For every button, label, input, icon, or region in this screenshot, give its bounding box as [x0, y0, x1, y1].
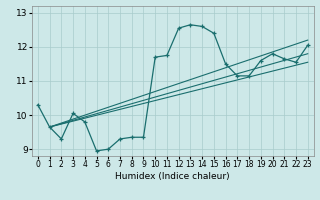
- X-axis label: Humidex (Indice chaleur): Humidex (Indice chaleur): [116, 172, 230, 181]
